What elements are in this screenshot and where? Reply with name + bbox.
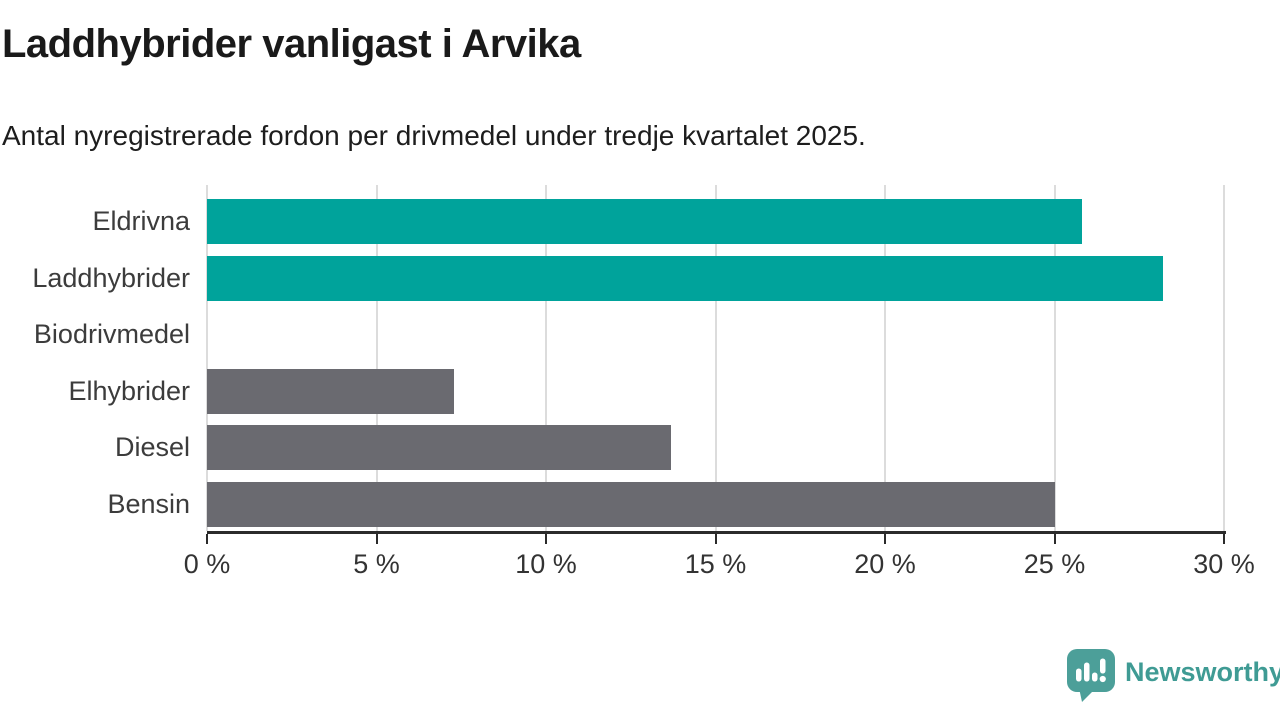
category-label-eldrivna: Eldrivna [92, 206, 190, 236]
gridline [1223, 185, 1225, 531]
x-axis-tick [714, 534, 717, 544]
bar-elhybrider [207, 368, 455, 414]
x-axis-tick [884, 534, 886, 544]
gridline [206, 185, 208, 531]
x-axis-tick-label: 30 % [1193, 549, 1255, 579]
newsworthy-logo: Newsworthy [1066, 648, 1280, 702]
bar-diesel [207, 425, 672, 470]
category-label-biodrivmedel: Biodrivmedel [33, 319, 190, 349]
bar-laddhybrider [207, 255, 1163, 301]
bar-eldrivna [207, 199, 1082, 244]
bar-bensin [207, 481, 1055, 527]
gridline [714, 185, 717, 531]
x-axis-tick-label: 15 % [684, 549, 747, 579]
x-axis-tick-label: 0 % [183, 549, 231, 579]
x-axis-tick [1053, 534, 1056, 544]
x-axis-tick [1223, 534, 1225, 544]
plot-area [206, 185, 1225, 531]
x-axis-tick [545, 534, 547, 544]
x-axis-tick-label: 5 % [353, 549, 400, 579]
category-label-bensin: Bensin [107, 488, 190, 519]
category-label-elhybrider: Elhybrider [68, 375, 190, 406]
category-label-diesel: Diesel [114, 432, 190, 462]
chart-title: Laddhybrider vanligast i Arvika [2, 22, 581, 66]
x-axis-tick [206, 534, 208, 544]
brand-name: Newsworthy [1125, 656, 1280, 687]
x-axis-tick-label: 20 % [854, 549, 916, 579]
gridline [884, 185, 886, 531]
x-axis-tick [375, 534, 378, 544]
chart-subtitle: Antal nyregistrerade fordon per drivmede… [2, 120, 866, 151]
x-axis-tick-label: 10 % [515, 549, 577, 579]
newsworthy-icon [1067, 649, 1115, 702]
x-axis-line [207, 531, 1226, 534]
category-label-laddhybrider: Laddhybrider [32, 262, 190, 293]
gridline [1053, 185, 1056, 531]
x-axis-tick-label: 25 % [1023, 549, 1086, 579]
gridline [375, 185, 378, 531]
gridline [545, 185, 547, 531]
